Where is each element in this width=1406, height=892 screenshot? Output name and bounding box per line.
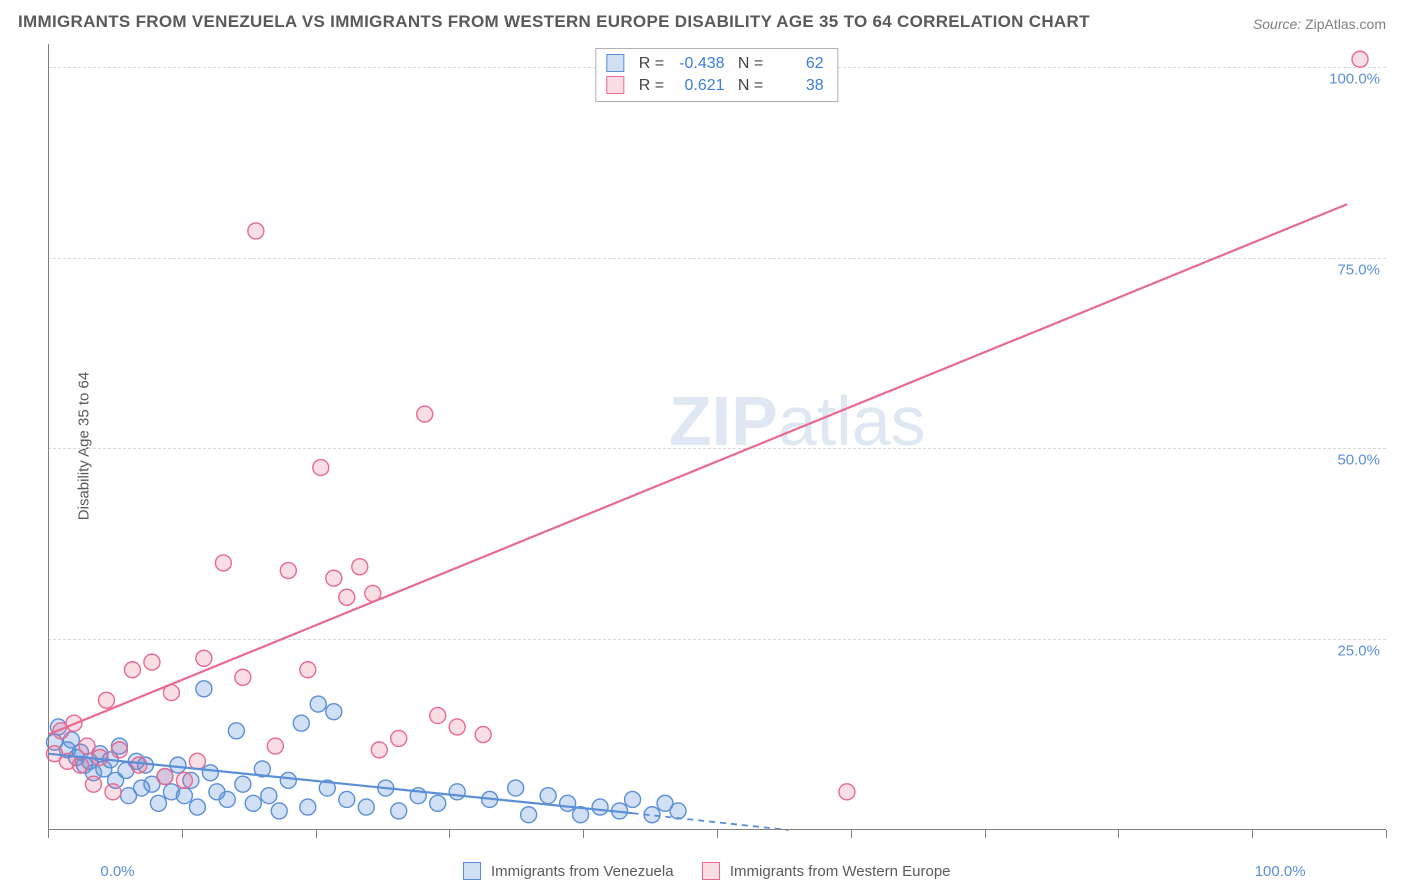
- point-western_europe: [326, 570, 342, 586]
- point-venezuela: [326, 704, 342, 720]
- point-venezuela: [300, 799, 316, 815]
- point-venezuela: [625, 791, 641, 807]
- point-western_europe: [1352, 51, 1368, 67]
- scatter-plot-svg: [48, 44, 1386, 830]
- point-venezuela: [271, 803, 287, 819]
- point-venezuela: [592, 799, 608, 815]
- y-axis-line: [48, 44, 49, 830]
- point-western_europe: [449, 719, 465, 735]
- point-western_europe: [475, 727, 491, 743]
- point-western_europe: [72, 757, 88, 773]
- point-western_europe: [839, 784, 855, 800]
- point-western_europe: [235, 669, 251, 685]
- x-tick-90: [1252, 830, 1253, 838]
- point-western_europe: [280, 563, 296, 579]
- point-venezuela: [339, 791, 355, 807]
- x-tick-70: [985, 830, 986, 838]
- point-venezuela: [170, 757, 186, 773]
- point-venezuela: [310, 696, 326, 712]
- point-venezuela: [196, 681, 212, 697]
- point-venezuela: [202, 765, 218, 781]
- swatch-western-europe-bottom: [702, 862, 720, 880]
- point-western_europe: [131, 757, 147, 773]
- x-tick-50: [717, 830, 718, 838]
- x-tick-30: [449, 830, 450, 838]
- point-western_europe: [111, 742, 127, 758]
- point-venezuela: [391, 803, 407, 819]
- point-venezuela: [293, 715, 309, 731]
- source-value: ZipAtlas.com: [1305, 16, 1386, 32]
- source-attribution: Source: ZipAtlas.com: [1253, 16, 1386, 32]
- point-venezuela: [430, 795, 446, 811]
- swatch-western-europe: [606, 76, 624, 94]
- x-tick-40: [583, 830, 584, 838]
- point-western_europe: [430, 708, 446, 724]
- legend-row-western-europe: R = 0.621 N = 38: [606, 75, 823, 97]
- chart-title: IMMIGRANTS FROM VENEZUELA VS IMMIGRANTS …: [18, 12, 1090, 32]
- point-western_europe: [124, 662, 140, 678]
- point-western_europe: [189, 753, 205, 769]
- legend-label-western-europe: Immigrants from Western Europe: [730, 863, 951, 880]
- series-legend: 0.0% Immigrants from Venezuela Immigrant…: [0, 862, 1406, 880]
- point-venezuela: [358, 799, 374, 815]
- point-venezuela: [261, 788, 277, 804]
- point-western_europe: [267, 738, 283, 754]
- point-venezuela: [540, 788, 556, 804]
- x-tick-10: [182, 830, 183, 838]
- point-western_europe: [391, 730, 407, 746]
- point-venezuela: [228, 723, 244, 739]
- point-western_europe: [98, 692, 114, 708]
- point-western_europe: [144, 654, 160, 670]
- point-venezuela: [508, 780, 524, 796]
- point-venezuela: [245, 795, 261, 811]
- swatch-venezuela-bottom: [463, 862, 481, 880]
- point-western_europe: [215, 555, 231, 571]
- point-western_europe: [352, 559, 368, 575]
- point-western_europe: [248, 223, 264, 239]
- x-tick-100: [1386, 830, 1387, 838]
- point-venezuela: [150, 795, 166, 811]
- point-venezuela: [521, 807, 537, 823]
- point-western_europe: [300, 662, 316, 678]
- point-western_europe: [313, 460, 329, 476]
- plot-area: ZIPatlas 25.0%50.0%75.0%100.0% R = -0.43…: [48, 44, 1386, 830]
- point-venezuela: [235, 776, 251, 792]
- point-venezuela: [176, 788, 192, 804]
- point-western_europe: [339, 589, 355, 605]
- source-label: Source:: [1253, 16, 1301, 32]
- legend-label-venezuela: Immigrants from Venezuela: [491, 863, 674, 880]
- point-western_europe: [79, 738, 95, 754]
- swatch-venezuela: [606, 54, 624, 72]
- x-tick-label-min: 0.0%: [100, 863, 134, 880]
- x-tick-80: [1118, 830, 1119, 838]
- point-venezuela: [560, 795, 576, 811]
- x-tick-20: [316, 830, 317, 838]
- point-western_europe: [196, 650, 212, 666]
- point-western_europe: [176, 772, 192, 788]
- point-venezuela: [189, 799, 205, 815]
- x-tick-label-max: 100.0%: [1255, 863, 1306, 880]
- point-western_europe: [157, 769, 173, 785]
- point-venezuela: [449, 784, 465, 800]
- x-tick-60: [851, 830, 852, 838]
- point-venezuela: [280, 772, 296, 788]
- point-western_europe: [417, 406, 433, 422]
- x-tick-0: [48, 830, 49, 838]
- point-western_europe: [371, 742, 387, 758]
- point-venezuela: [670, 803, 686, 819]
- legend-row-venezuela: R = -0.438 N = 62: [606, 53, 823, 75]
- correlation-legend: R = -0.438 N = 62 R = 0.621 N = 38: [595, 48, 838, 102]
- point-venezuela: [219, 791, 235, 807]
- point-western_europe: [105, 784, 121, 800]
- point-western_europe: [85, 776, 101, 792]
